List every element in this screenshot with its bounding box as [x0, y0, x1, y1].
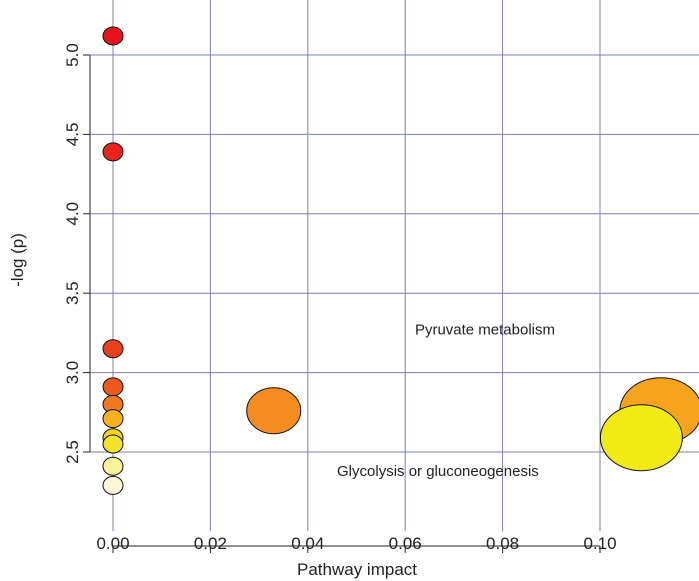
x-tick-label: 0.02	[194, 534, 227, 553]
y-tick-label: 2.5	[63, 440, 82, 464]
axes: 0.00 0.02 0.04 0.06 0.08 0.10 2.5 3.0 3.5 4.0 4.5 5…	[63, 43, 617, 553]
y-tick-label: 5.0	[63, 43, 82, 67]
x-tick-label: 0.04	[291, 534, 324, 553]
x-axis-title: Pathway impact	[297, 560, 417, 579]
y-axis-title: -log (p)	[8, 233, 27, 287]
y-tick-label: 4.5	[63, 123, 82, 147]
x-tick-label: 0.10	[583, 534, 616, 553]
y-tick-label: 4.0	[63, 202, 82, 226]
grid-lines	[90, 0, 699, 531]
annotation-label: Pyruvate metabolism	[415, 321, 555, 338]
data-point	[102, 434, 124, 454]
x-tick-label: 0.00	[96, 534, 129, 553]
annotations: Pyruvate metabolism Glycolysis or glucone…	[337, 321, 555, 479]
data-point	[102, 377, 124, 397]
data-point	[102, 142, 124, 162]
data-point	[599, 404, 683, 472]
data-point	[102, 409, 124, 429]
annotation-label: Glycolysis or gluconeogenesis	[337, 463, 539, 480]
data-point	[102, 475, 124, 495]
data-points	[102, 26, 699, 495]
data-point	[246, 387, 302, 435]
y-tick-label: 3.0	[63, 361, 82, 385]
x-tick-label: 0.08	[486, 534, 519, 553]
y-tick-label: 3.5	[63, 281, 82, 305]
data-point	[102, 456, 124, 476]
data-point	[102, 339, 124, 359]
x-tick-label: 0.06	[389, 534, 422, 553]
data-point	[102, 26, 124, 46]
